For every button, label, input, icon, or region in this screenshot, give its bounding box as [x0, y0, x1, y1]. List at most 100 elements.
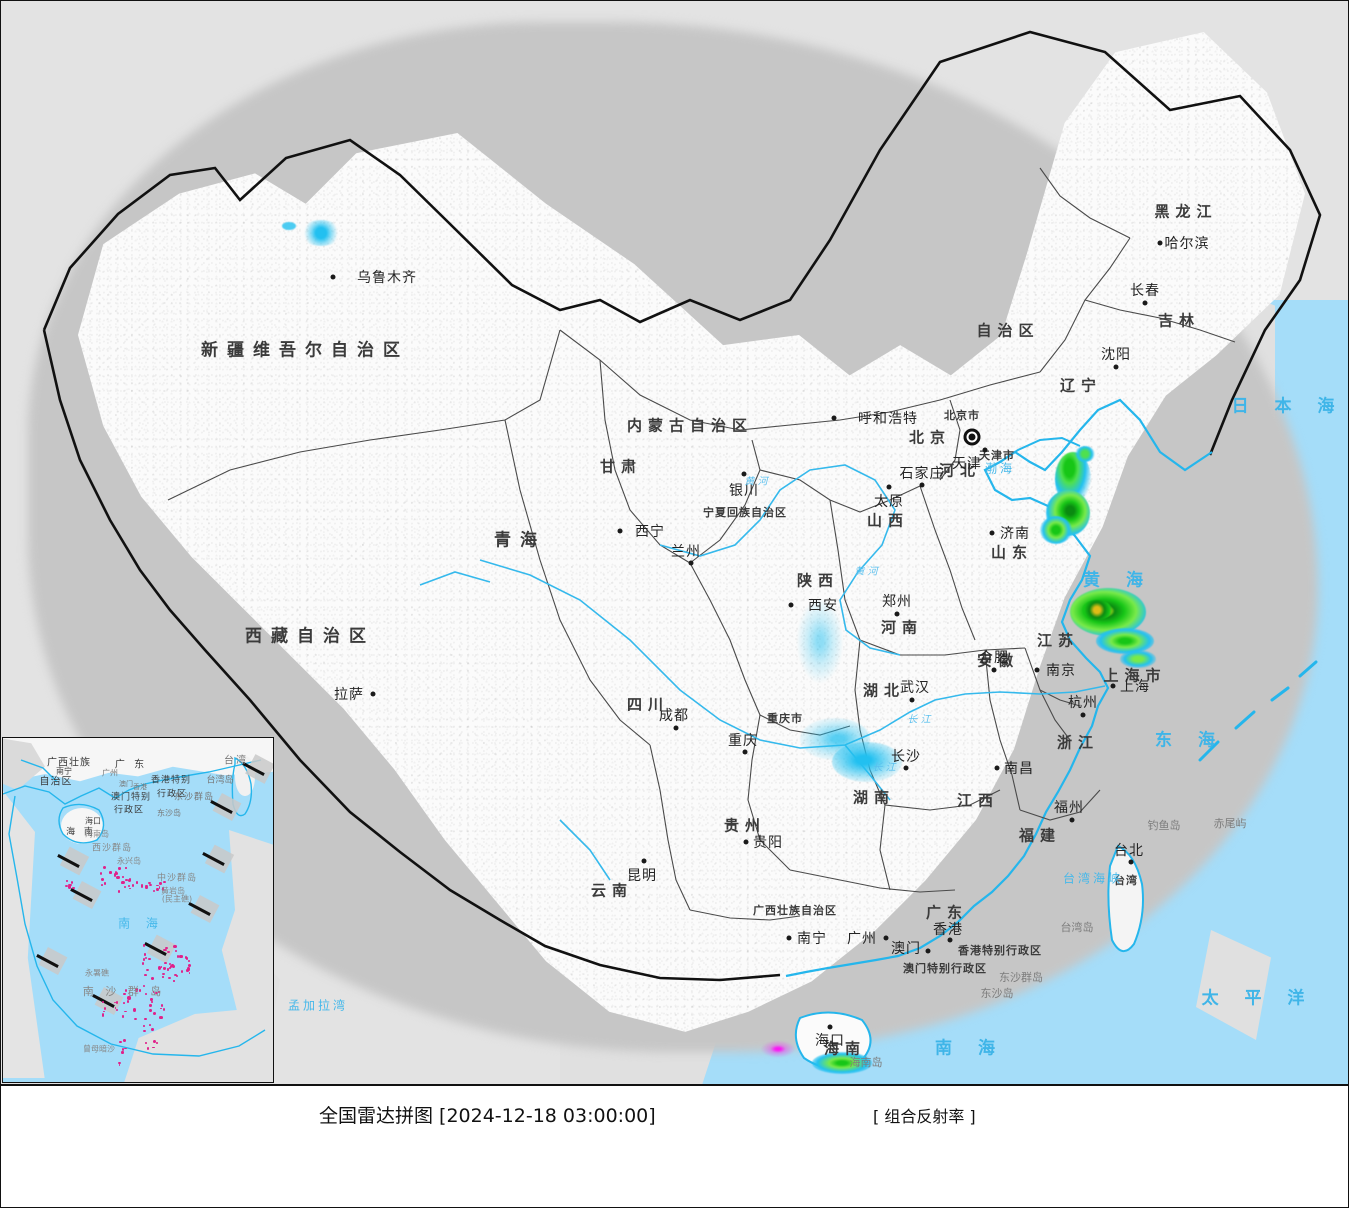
reef-marker	[143, 985, 146, 988]
reef-marker	[187, 959, 190, 962]
reef-marker	[100, 878, 105, 882]
city-marker[interactable]	[1069, 817, 1075, 823]
city-marker[interactable]	[741, 471, 747, 477]
reef-marker	[158, 966, 162, 970]
city-marker[interactable]	[370, 691, 376, 697]
reef-marker	[173, 944, 177, 948]
reef-marker	[121, 876, 124, 879]
reef-marker	[181, 970, 184, 973]
reef-marker	[150, 997, 153, 1001]
reef-marker	[144, 953, 146, 957]
city-marker[interactable]	[1110, 683, 1116, 689]
city-marker[interactable]	[886, 484, 892, 490]
reef-marker	[120, 882, 124, 885]
inset-label: 黄岩岛	[161, 886, 185, 896]
south-china-sea-inset[interactable]: 广西壮族 自治区 南宁广 东广州 香港 澳门 香港特别 行政区 澳门特别 行政区 台湾 台湾岛 东沙群…	[2, 737, 274, 1083]
reef-marker	[148, 881, 152, 884]
city-marker[interactable]	[827, 1024, 833, 1030]
china-radar-map[interactable]: 新疆维吾尔自治区 西藏自治区 青海 甘肃 内蒙古自治区 宁夏回族自治区 陕西 山西 河北 北京市天…	[0, 0, 1349, 1085]
echo-hainan	[812, 1052, 872, 1074]
city-marker[interactable]	[1128, 859, 1134, 865]
city-marker[interactable]	[743, 839, 749, 845]
reef-marker	[164, 962, 168, 964]
city-marker[interactable]	[673, 725, 679, 731]
inset-label: 永兴岛	[117, 856, 141, 866]
reef-marker	[172, 980, 176, 982]
city-marker[interactable]	[883, 935, 889, 941]
echo-xinjiang	[300, 220, 342, 246]
city-marker[interactable]	[903, 765, 909, 771]
inset-label: 永暑礁	[85, 968, 109, 978]
legend-panel: 全国雷达拼图 [2024-12-18 03:00:00] [ 组合反射率 ] 5…	[0, 1085, 1349, 1208]
city-marker[interactable]	[788, 602, 794, 608]
reef-marker	[118, 867, 121, 870]
reef-marker	[146, 969, 150, 972]
city-marker[interactable]	[919, 482, 925, 488]
reef-marker	[141, 884, 143, 888]
inset-label: 台湾	[224, 755, 248, 767]
city-marker[interactable]	[1113, 364, 1119, 370]
capital-marker-beijing[interactable]	[963, 428, 981, 446]
reef-marker	[144, 884, 148, 887]
reef-marker	[114, 1007, 117, 1010]
inset-label: 曾母暗沙	[83, 1044, 115, 1054]
city-marker[interactable]	[1080, 712, 1086, 718]
reef-marker	[168, 966, 172, 969]
echo-xinjiang-2	[282, 222, 296, 230]
reef-marker	[179, 955, 183, 958]
echo-jiangsu-south	[1096, 628, 1154, 654]
city-marker[interactable]	[947, 937, 953, 943]
legend-product-type: [ 组合反射率 ]	[873, 1107, 976, 1126]
reef-marker	[127, 996, 131, 1000]
reef-marker	[176, 955, 179, 959]
reef-marker	[187, 967, 191, 971]
reef-marker	[145, 885, 149, 890]
reef-marker	[163, 949, 167, 951]
reef-marker	[152, 889, 155, 892]
reef-marker	[122, 1048, 124, 1052]
reef-marker	[70, 880, 73, 884]
reef-marker	[156, 887, 159, 892]
city-marker[interactable]	[1157, 240, 1163, 246]
reef-marker	[160, 966, 163, 969]
city-marker[interactable]	[1142, 300, 1148, 306]
reef-marker	[124, 867, 128, 869]
inset-mainland	[3, 738, 273, 782]
city-marker[interactable]	[688, 560, 694, 566]
reef-marker	[67, 885, 72, 889]
reef-marker	[102, 866, 106, 870]
inset-label: 东沙群岛	[173, 792, 215, 803]
city-marker[interactable]	[991, 667, 997, 673]
reef-marker	[113, 1001, 117, 1004]
city-marker[interactable]	[831, 415, 837, 421]
echo-shandong-north	[1040, 516, 1072, 544]
reef-marker	[159, 1015, 163, 1019]
reef-marker	[101, 1013, 105, 1017]
reef-marker	[122, 1038, 126, 1042]
reef-marker	[170, 965, 172, 969]
city-marker[interactable]	[742, 749, 748, 755]
city-marker[interactable]	[894, 611, 900, 617]
city-marker[interactable]	[989, 530, 995, 536]
reef-marker	[188, 964, 192, 968]
echo-shanghai	[1120, 650, 1156, 668]
inset-label: 澳门	[119, 780, 133, 788]
city-marker[interactable]	[925, 948, 931, 954]
reef-marker	[116, 1009, 118, 1011]
reef-marker	[150, 977, 154, 980]
city-marker[interactable]	[1034, 667, 1040, 673]
reef-marker	[158, 991, 161, 994]
city-marker[interactable]	[994, 765, 1000, 771]
city-marker[interactable]	[982, 447, 988, 453]
reef-marker	[148, 1004, 152, 1007]
inset-label: 香港特别	[150, 775, 192, 786]
city-marker[interactable]	[330, 274, 336, 280]
reef-marker	[159, 882, 162, 885]
city-marker[interactable]	[786, 935, 792, 941]
city-marker[interactable]	[909, 697, 915, 703]
reef-marker	[148, 1024, 151, 1026]
city-marker[interactable]	[641, 858, 647, 864]
reef-marker	[168, 962, 171, 965]
city-marker[interactable]	[617, 528, 623, 534]
reef-marker	[155, 991, 159, 995]
